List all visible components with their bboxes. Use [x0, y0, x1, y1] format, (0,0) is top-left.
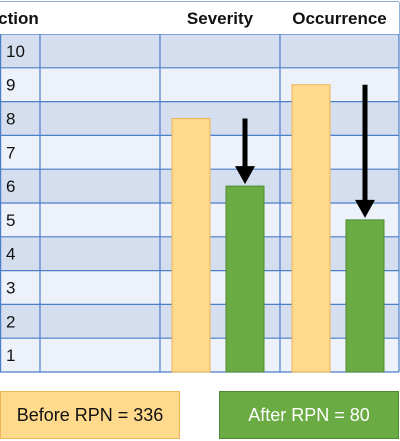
arrow-head [235, 166, 255, 185]
y-tick-label: 7 [6, 143, 15, 162]
category-label: Detection [0, 9, 39, 28]
bars [171, 84, 385, 373]
y-tick-label: 1 [6, 346, 15, 365]
bar-before [171, 118, 211, 373]
bar-after [345, 219, 385, 373]
y-tick-label: 2 [6, 312, 15, 331]
reduction-arrow [235, 118, 255, 185]
y-tick-label: 4 [6, 245, 15, 264]
legend-after-label: After RPN = 80 [248, 404, 370, 425]
category-label: Occurrence [292, 9, 387, 28]
category-label: Severity [187, 9, 254, 28]
arrows [235, 84, 375, 218]
header-background [0, 2, 399, 34]
y-tick-label: 10 [6, 42, 25, 61]
row-band [0, 67, 399, 102]
row-band [0, 34, 399, 68]
y-tick-label: 5 [6, 211, 15, 230]
bar-after [225, 185, 265, 373]
y-tick-label: 9 [6, 76, 15, 95]
y-tick-labels: 10 9 8 7 6 5 4 3 2 1 [6, 42, 25, 365]
legend-before-rpn: Before RPN = 336 [0, 391, 180, 439]
reduction-arrow [355, 84, 375, 218]
rpn-chart: Severity Occurrence Detection 10 9 8 7 6 5 4 3 2 1 [0, 1, 400, 373]
header-row: Severity Occurrence Detection [0, 2, 399, 34]
y-tick-label: 6 [6, 177, 15, 196]
y-tick-label: 3 [6, 279, 15, 298]
bar-before [291, 84, 331, 373]
y-tick-label: 8 [6, 110, 15, 129]
legend-before-label: Before RPN = 336 [16, 404, 164, 425]
arrow-head [355, 199, 375, 218]
legend-after-rpn: After RPN = 80 [219, 391, 399, 439]
